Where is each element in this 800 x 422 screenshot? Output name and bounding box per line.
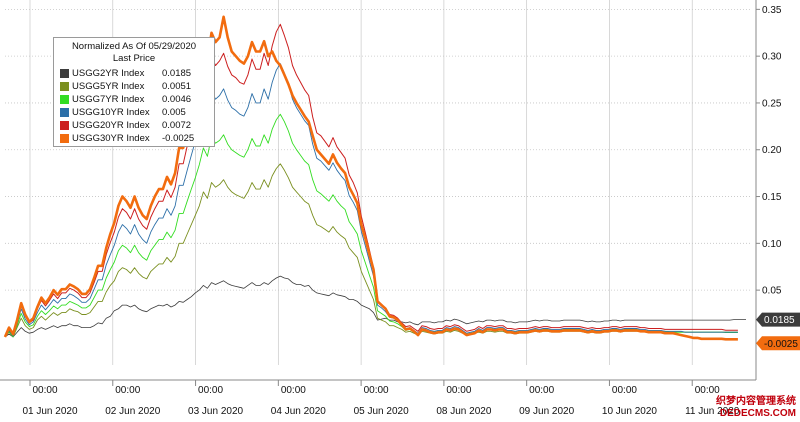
y-tick-label: 0.15 <box>762 192 782 203</box>
x-tick-date-label: 10 Jun 2020 <box>602 406 657 417</box>
legend-entry: USGG2YR Index 0.0185 <box>60 67 208 80</box>
legend-entry: USGG20YR Index 0.0072 <box>60 119 208 132</box>
legend-series-name: USGG20YR Index <box>72 120 150 131</box>
legend-swatch <box>60 108 69 117</box>
x-tick-time-label: 00:00 <box>529 385 554 396</box>
y-tick-label: 0.25 <box>762 98 782 109</box>
legend-swatch <box>60 69 69 78</box>
legend-last-price: 0.0046 <box>162 94 192 105</box>
last-value-badge <box>756 312 800 327</box>
x-tick-date-label: 01 Jun 2020 <box>22 406 77 417</box>
series-line-usgg2yr <box>4 275 746 338</box>
legend-series-name: USGG30YR Index <box>72 133 150 144</box>
x-tick-time-label: 00:00 <box>364 385 389 396</box>
watermark-line-1: 织梦内容管理系统 <box>716 396 796 407</box>
legend-series-name: USGG5YR Index <box>72 81 145 92</box>
legend-series-name: USGG2YR Index <box>72 68 145 79</box>
y-tick-label: 0.10 <box>762 239 782 250</box>
x-tick-time-label: 00:00 <box>198 385 223 396</box>
series-line-usgg30yr <box>3 15 738 341</box>
watermark-line-2: DEDECMS.COM <box>719 408 796 419</box>
legend-last-price: 0.0072 <box>162 120 192 131</box>
series-line-usgg10yr <box>4 63 738 338</box>
x-tick-date-label: 11 Jun 2020 <box>685 406 740 417</box>
last-value-badge <box>756 336 800 351</box>
legend-series-name: USGG10YR Index <box>72 107 150 118</box>
legend-entries: USGG2YR Index 0.0185 USGG5YR Index 0.0051 US… <box>60 67 208 145</box>
x-tick-time-label: 00:00 <box>281 385 306 396</box>
legend-last-price: 0.0185 <box>162 68 192 79</box>
legend-series-name: USGG7YR Index <box>72 94 145 105</box>
x-tick-date-label: 09 Jun 2020 <box>519 406 574 417</box>
y-tick-label: 0.30 <box>762 52 782 63</box>
x-tick-time-label: 00:00 <box>115 385 140 396</box>
chart-legend: Normalized As Of 05/29/2020 Last Price U… <box>53 37 215 147</box>
x-tick-time-label: 00:00 <box>446 385 471 396</box>
series-line-usgg7yr <box>4 113 738 338</box>
x-tick-date-label: 04 Jun 2020 <box>271 406 326 417</box>
legend-title: Normalized As Of 05/29/2020 <box>71 41 197 52</box>
legend-last-price: 0.0051 <box>162 81 192 92</box>
legend-entry: USGG7YR Index 0.0046 <box>60 93 208 106</box>
legend-swatch <box>60 121 69 130</box>
x-tick-date-label: 02 Jun 2020 <box>105 406 160 417</box>
x-tick-date-label: 03 Jun 2020 <box>188 406 243 417</box>
x-tick-time-label: 00:00 <box>695 385 720 396</box>
y-tick-label: 0.35 <box>762 5 782 16</box>
last-value-label: -0.0025 <box>764 339 798 350</box>
y-tick-label: 0.05 <box>762 286 782 297</box>
last-value-label: 0.0185 <box>764 315 795 326</box>
x-tick-date-label: 05 Jun 2020 <box>354 406 409 417</box>
legend-swatch <box>60 134 69 143</box>
legend-swatch <box>60 82 69 91</box>
x-tick-time-label: 00:00 <box>612 385 637 396</box>
legend-entry: USGG10YR Index 0.005 <box>60 106 208 119</box>
y-tick-label: 0.20 <box>762 145 782 156</box>
x-tick-time-label: 00:00 <box>32 385 57 396</box>
legend-subtitle: Last Price <box>112 53 156 64</box>
legend-last-price: -0.0025 <box>162 133 195 144</box>
watermark: 织梦内容管理系统 DEDECMS.COM <box>716 396 796 420</box>
legend-swatch <box>60 95 69 104</box>
x-tick-date-label: 08 Jun 2020 <box>436 406 491 417</box>
legend-entry: USGG30YR Index -0.0025 <box>60 132 208 145</box>
legend-last-price: 0.005 <box>162 107 186 118</box>
legend-entry: USGG5YR Index 0.0051 <box>60 80 208 93</box>
